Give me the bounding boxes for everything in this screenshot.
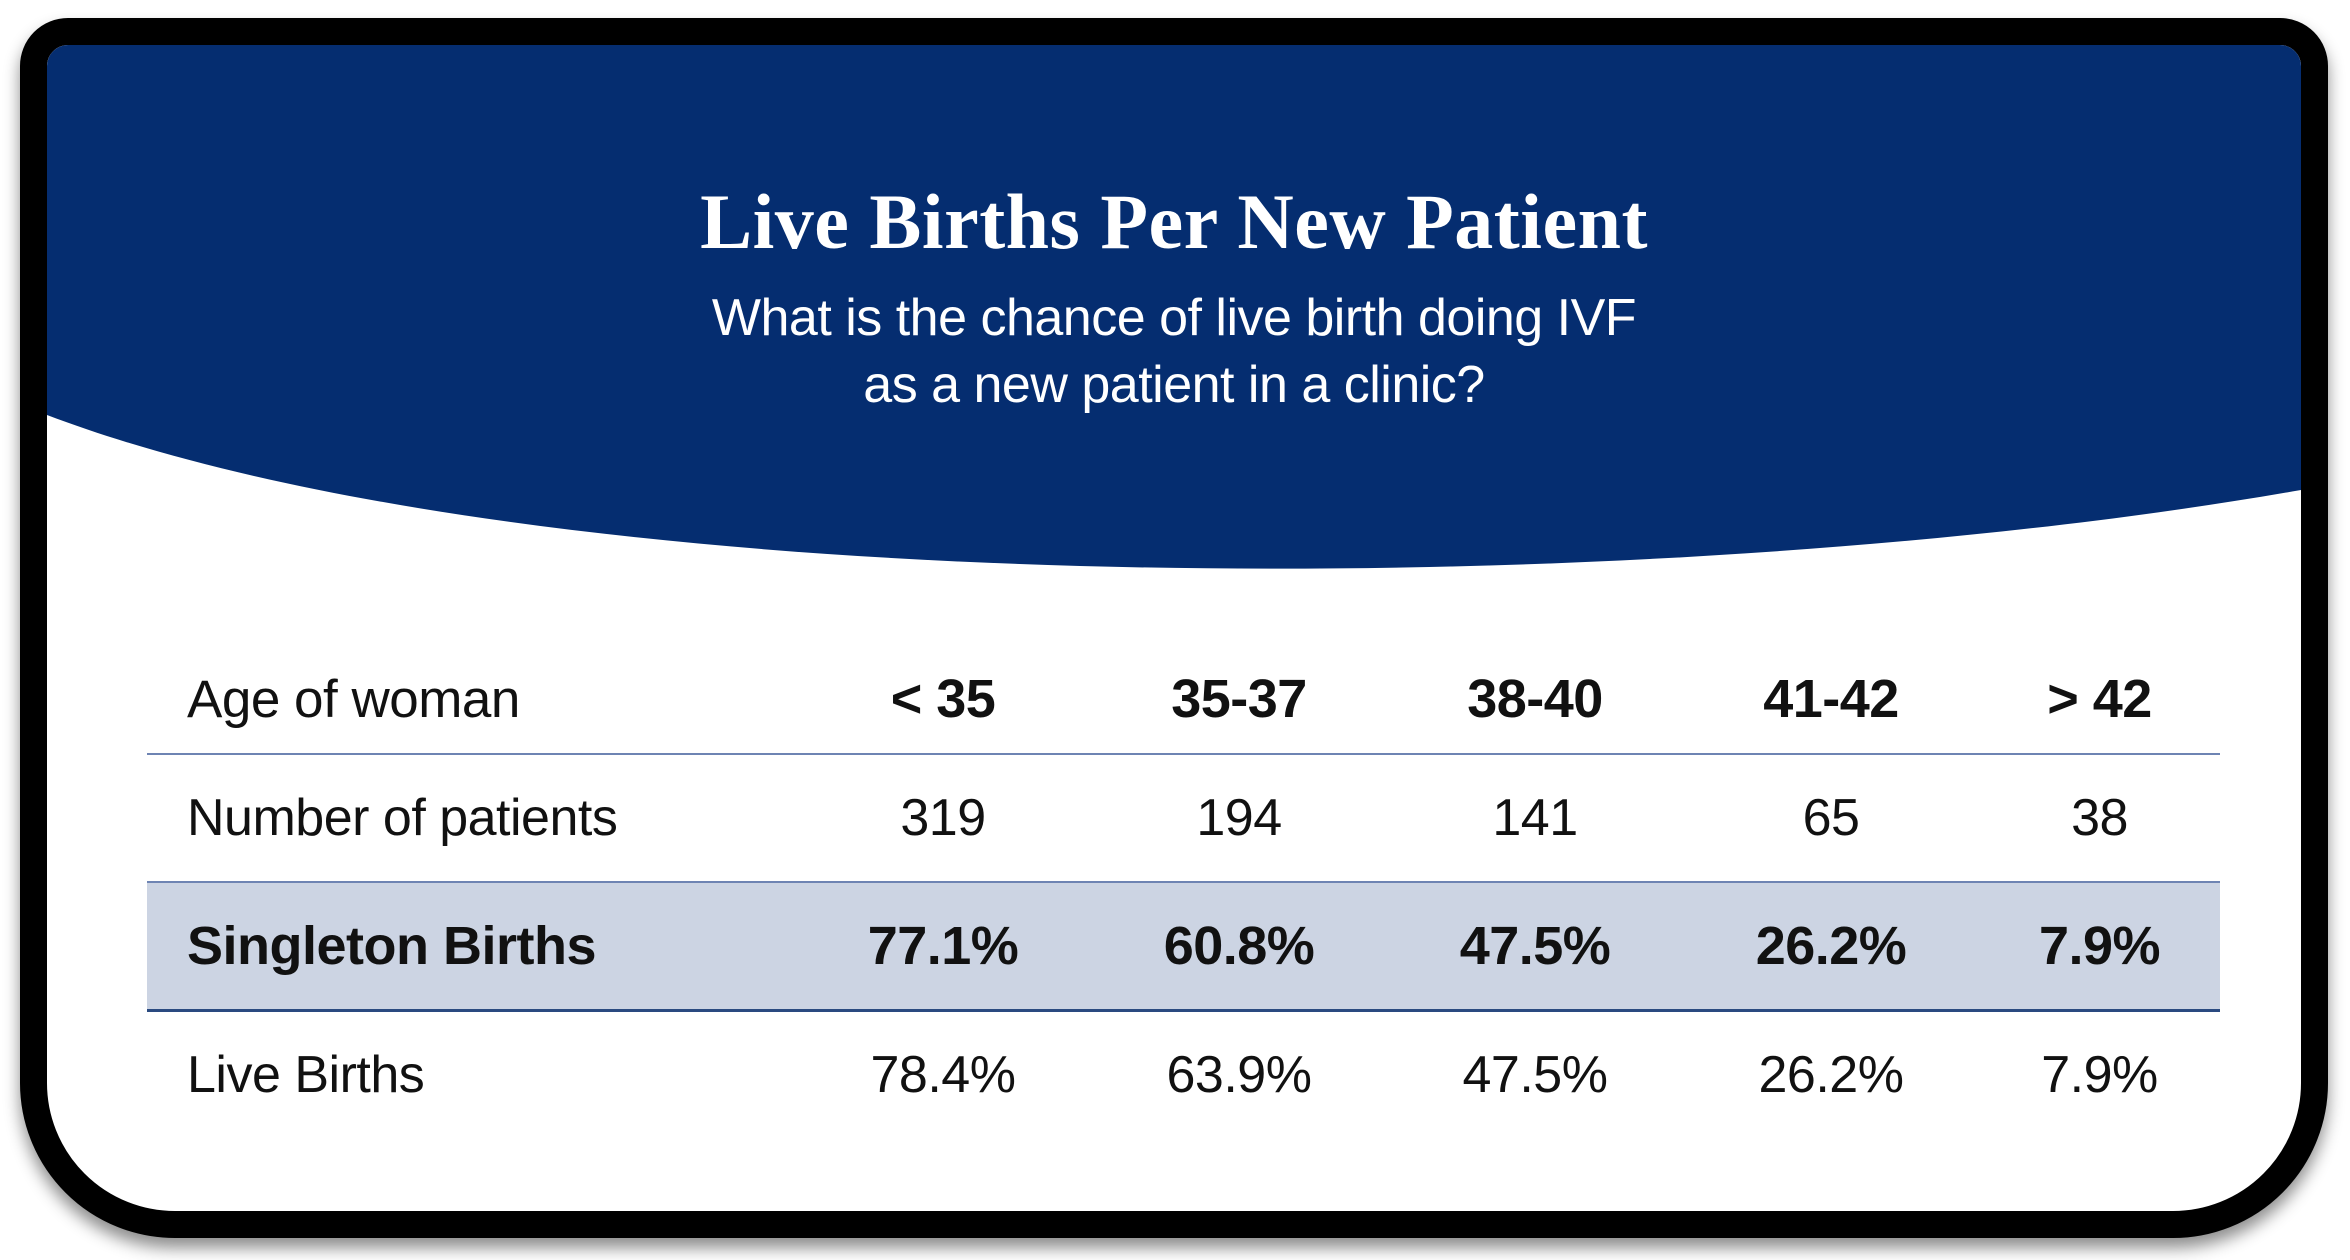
value-live-over-42: 7.9%: [2041, 1046, 2158, 1104]
row-label: Live Births: [187, 1046, 425, 1104]
value-live-under-35: 78.4%: [870, 1046, 1016, 1104]
value-singleton-38-40: 47.5%: [1459, 916, 1611, 976]
col-header-35-37: 35-37: [1171, 669, 1307, 729]
col-header-41-42: 41-42: [1763, 669, 1899, 729]
value-singleton-41-42: 26.2%: [1755, 916, 1907, 976]
value-patients-35-37: 194: [1196, 789, 1282, 847]
table-row-singleton-births: Singleton Births 77.1% 60.8% 47.5% 26.2%…: [147, 883, 2220, 1012]
value-live-41-42: 26.2%: [1758, 1046, 1904, 1104]
table-header-row: Age of woman < 35 35-37 38-40 41-42 > 42: [147, 645, 2220, 755]
row-label: Singleton Births: [187, 916, 597, 976]
stats-card: Live Births Per New Patient What is the …: [20, 18, 2328, 1238]
row-header-age-of-woman: Age of woman: [187, 669, 520, 729]
value-singleton-over-42: 7.9%: [2038, 916, 2161, 976]
page-title: Live Births Per New Patient: [700, 178, 1648, 265]
value-patients-under-35: 319: [900, 789, 986, 847]
col-header-under-35: < 35: [890, 669, 996, 729]
table-row-live-births: Live Births 78.4% 63.9% 47.5% 26.2% 7.9%: [147, 1012, 2220, 1138]
value-singleton-35-37: 60.8%: [1163, 916, 1315, 976]
value-live-38-40: 47.5%: [1462, 1046, 1608, 1104]
table-row-number-of-patients: Number of patients 319 194 141 65 38: [147, 755, 2220, 883]
header-curve-shape: [47, 45, 2301, 569]
value-live-35-37: 63.9%: [1166, 1046, 1312, 1104]
subtitle-line-2: as a new patient in a clinic?: [863, 356, 1485, 414]
live-births-table: Age of woman < 35 35-37 38-40 41-42 > 42…: [147, 645, 2220, 1138]
col-header-38-40: 38-40: [1467, 669, 1603, 729]
value-patients-over-42: 38: [2071, 789, 2128, 847]
value-singleton-under-35: 77.1%: [867, 916, 1019, 976]
value-patients-41-42: 65: [1802, 789, 1860, 847]
value-patients-38-40: 141: [1492, 789, 1578, 847]
row-label: Number of patients: [187, 789, 618, 847]
col-header-over-42: > 42: [2047, 669, 2152, 729]
page-subtitle: What is the chance of live birth doing I…: [47, 285, 2301, 419]
subtitle-line-1: What is the chance of live birth doing I…: [711, 289, 1637, 347]
